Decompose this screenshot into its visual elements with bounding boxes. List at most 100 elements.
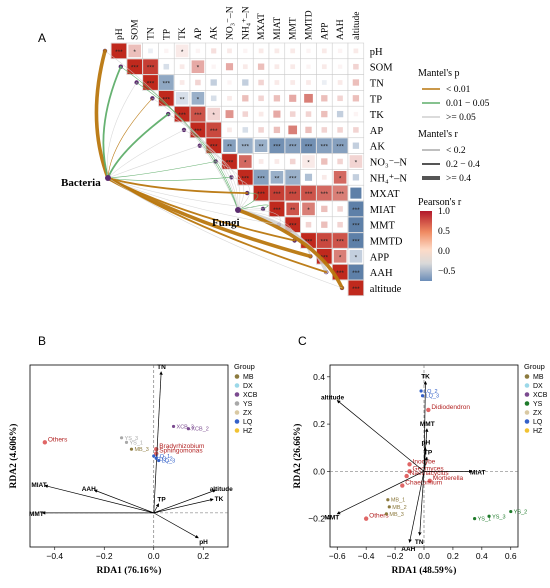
mantel-edge-fungi: [237, 204, 269, 211]
heatmap-cell: [174, 106, 190, 122]
heatmap-cell: [225, 63, 234, 71]
heatmap-cell: [305, 221, 312, 228]
mantel-heatmap-panel: pH SOM TN TP TK AP AK NO₃⁻–N NH₄⁺–N MXAT MIAT MMT MM…: [61, 6, 490, 297]
heatmap-cell: [258, 159, 264, 164]
heatmap-cell: [269, 138, 285, 154]
col-label: TP: [162, 29, 172, 40]
env-vector-label: AAH: [401, 546, 415, 553]
env-vector-label: MIAT: [31, 482, 46, 489]
heatmap-cell: [348, 233, 364, 248]
legend-swatch: [234, 392, 240, 397]
legend-swatch: [234, 383, 240, 388]
taxon-point: [154, 451, 159, 456]
significance-label: ***: [289, 144, 297, 151]
heatmap-cell: [274, 64, 280, 70]
sample-point: [154, 456, 158, 460]
heatmap-cell: [349, 155, 363, 168]
legend-label: DX: [243, 383, 253, 390]
heatmap-cell: [242, 111, 249, 117]
sample-point: [509, 509, 513, 514]
heatmap-cell: [352, 95, 360, 102]
significance-label: ***: [242, 144, 250, 151]
heatmap-cell: [269, 185, 285, 201]
bacteria-label: Bacteria: [61, 177, 101, 189]
legend-swatch: [524, 374, 530, 379]
heatmap-cell: [195, 79, 201, 86]
col-label: NO₃⁻–N: [226, 6, 236, 40]
row-label: AAH: [370, 268, 393, 279]
env-vector: [418, 471, 425, 536]
taxon-label: Others: [48, 436, 68, 443]
mantel-edge-bacteria: [107, 129, 185, 179]
heatmap-cell: [348, 264, 364, 280]
x-tick-label: −0.4: [46, 551, 63, 561]
env-vector-label: MMT: [420, 421, 435, 428]
row-label: APP: [370, 252, 389, 263]
heatmap-cell: [332, 233, 348, 248]
sample-label: LQ_3: [426, 394, 439, 400]
heatmap-cell: [258, 127, 264, 133]
legend-p-label: >= 0.05: [446, 113, 476, 123]
heatmap-cell: [253, 169, 269, 185]
heatmap-cell: [305, 111, 312, 117]
legend-label: LQ: [243, 419, 253, 426]
significance-label: **: [290, 207, 296, 214]
env-vector-label: pH: [199, 539, 208, 546]
heatmap-cell: [190, 106, 206, 122]
significance-label: ***: [273, 191, 281, 198]
significance-label: *: [133, 49, 136, 56]
colorbar-tick: 0.0: [438, 247, 450, 257]
sample-label: LQ_3: [162, 459, 175, 465]
x-tick-label: −0.4: [358, 551, 375, 561]
sample-point: [157, 458, 161, 463]
significance-label: *: [355, 254, 358, 261]
heatmap-cell: [301, 138, 316, 154]
heatmap-cell: [258, 79, 264, 86]
legend-r-label: >= 0.4: [446, 174, 471, 184]
significance-label: ***: [321, 254, 329, 261]
significance-label: ***: [352, 207, 360, 214]
sample-point: [386, 498, 390, 502]
env-vector: [44, 484, 154, 514]
heatmap-cell: [257, 63, 265, 70]
legend-r-label: 0.2 − 0.4: [446, 160, 480, 170]
significance-label: ***: [352, 270, 360, 277]
heatmap-cell: [306, 48, 311, 54]
x-tick-label: 0.2: [447, 551, 459, 561]
heatmap-cell: [337, 221, 343, 228]
colorbar: [420, 211, 432, 281]
sample-point: [419, 389, 423, 393]
sample-point: [387, 505, 391, 509]
env-vector-label: MIAT: [470, 469, 485, 476]
heatmap-cell: [274, 48, 280, 54]
colorbar-tick: 1.0: [438, 207, 450, 217]
heatmap-cell: [321, 110, 328, 118]
row-label: TK: [370, 110, 384, 121]
colorbar-title: Pearson's r: [418, 197, 462, 208]
legend-swatch: [234, 419, 240, 424]
taxon-point: [407, 462, 412, 467]
heatmap-cell: [148, 48, 153, 54]
bacteria-rda-panel: −0.4 −0.2 0.0 0.2 RDA1 (76.16%) RDA2 (4.606%)…: [8, 362, 258, 576]
legend-label: MB: [243, 374, 254, 381]
row-label: pH: [370, 47, 383, 58]
row-label: TN: [370, 79, 384, 90]
heatmap-cell: [179, 64, 185, 70]
taxon-point: [400, 483, 405, 488]
sample-point: [129, 447, 134, 451]
mantel-edge-bacteria: [107, 177, 328, 273]
legend-label: HZ: [533, 428, 543, 435]
env-vector: [153, 371, 163, 513]
legend-label: LQ: [533, 419, 543, 426]
legend-label: DX: [533, 383, 543, 390]
sample-label: MB_3: [134, 447, 148, 453]
significance-label: *: [339, 175, 342, 182]
heatmap-cell: [336, 110, 344, 118]
taxon-label: Naemacyclus: [410, 470, 450, 477]
significance-label: ***: [305, 144, 313, 151]
sample-point: [473, 517, 477, 521]
significance-label: ***: [352, 286, 360, 293]
env-vector-label: TP: [157, 497, 166, 504]
mantel-edge-fungi: [231, 177, 250, 211]
heatmap-cell: [304, 93, 313, 103]
